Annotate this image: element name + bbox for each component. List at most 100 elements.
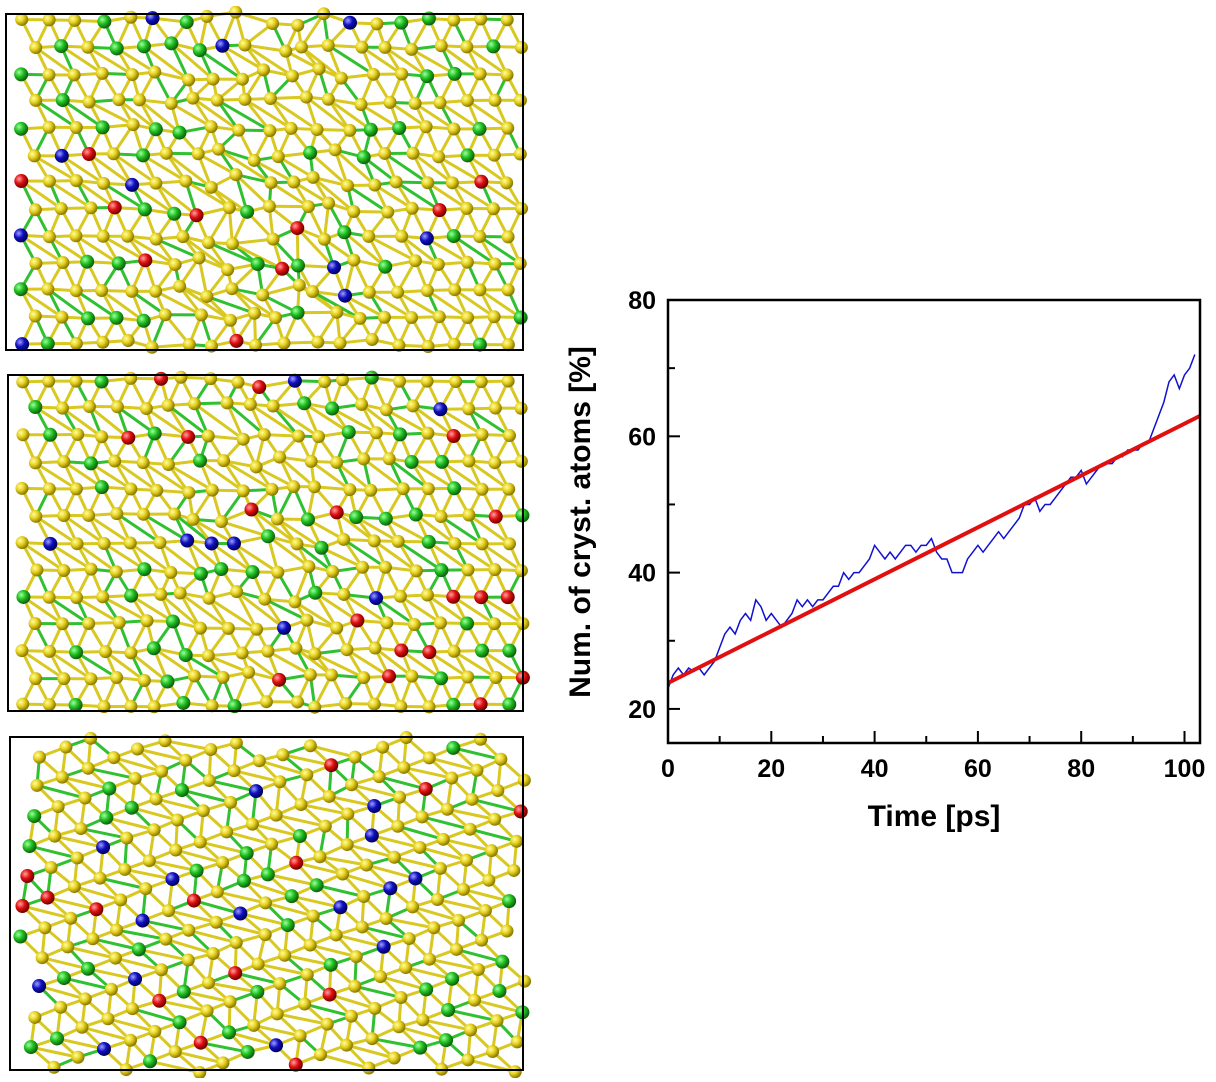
atom: [462, 454, 476, 468]
bond: [366, 863, 416, 880]
atom: [475, 427, 489, 441]
atom: [434, 454, 449, 469]
atom: [227, 699, 242, 714]
x-tick-label: 60: [964, 755, 992, 783]
atom: [317, 232, 331, 246]
atom: [186, 91, 200, 105]
bond: [62, 514, 105, 545]
atom: [449, 942, 463, 956]
atom: [173, 586, 187, 600]
atom: [474, 174, 489, 189]
atom: [513, 147, 527, 161]
atom: [287, 175, 301, 189]
atom: [495, 954, 510, 969]
atom: [300, 613, 314, 627]
bond: [232, 237, 274, 246]
atom: [393, 790, 407, 804]
bond: [130, 290, 167, 316]
bond: [48, 650, 92, 681]
bond: [170, 102, 212, 128]
atom: [205, 699, 219, 713]
atom: [186, 512, 200, 526]
atom: [261, 644, 275, 658]
atom: [82, 508, 96, 522]
atom: [433, 96, 447, 110]
atom: [488, 456, 502, 470]
atom: [42, 230, 56, 244]
atom: [460, 853, 474, 867]
bond: [244, 98, 292, 130]
bond: [152, 647, 196, 678]
bond: [159, 593, 202, 630]
atom: [221, 621, 235, 635]
bond: [22, 595, 64, 625]
atom: [84, 731, 98, 745]
atom: [149, 232, 163, 246]
bond: [34, 405, 79, 436]
atom: [168, 1045, 182, 1059]
atom: [120, 831, 134, 845]
atom: [71, 1050, 85, 1064]
atom: [193, 835, 207, 849]
bond: [429, 957, 479, 971]
atom: [287, 373, 302, 388]
atom: [29, 509, 43, 523]
atom: [502, 894, 517, 909]
bond: [167, 404, 210, 438]
atom: [500, 176, 514, 190]
bond: [300, 12, 326, 48]
atom: [109, 310, 124, 325]
atom: [97, 700, 111, 714]
atom: [182, 923, 196, 937]
atom: [475, 537, 489, 551]
atom: [257, 63, 271, 77]
atom: [311, 335, 325, 349]
atom: [42, 120, 56, 134]
atom: [176, 984, 191, 999]
bond: [174, 1050, 224, 1065]
atom: [276, 748, 290, 762]
atom: [355, 397, 369, 411]
bond: [294, 647, 333, 677]
atom: [348, 979, 362, 993]
atom: [301, 200, 315, 214]
bond: [427, 540, 469, 572]
atom: [284, 121, 298, 135]
bond: [361, 45, 403, 76]
bond: [400, 649, 442, 680]
bond: [412, 404, 455, 438]
bond: [167, 463, 213, 492]
atom: [84, 672, 98, 686]
atom: [478, 903, 492, 917]
atom: [158, 308, 172, 322]
bond: [80, 827, 128, 840]
atom: [136, 456, 150, 470]
bond: [67, 945, 116, 960]
atom: [192, 251, 206, 265]
atom: [280, 918, 295, 933]
atom: [214, 515, 228, 529]
atom: [69, 284, 83, 298]
bond: [300, 803, 349, 816]
atom: [174, 783, 189, 798]
atom: [394, 699, 408, 713]
atom: [95, 120, 110, 135]
atom: [344, 1009, 358, 1023]
atom: [50, 1031, 65, 1046]
bond: [193, 899, 241, 915]
atom: [55, 310, 69, 324]
bond: [143, 45, 190, 82]
atom: [137, 674, 151, 688]
atom: [95, 430, 109, 444]
bond: [104, 650, 146, 682]
atom: [42, 590, 56, 604]
bond: [215, 920, 266, 937]
atom: [501, 121, 515, 135]
atom: [365, 1032, 379, 1046]
atom: [204, 536, 219, 551]
atom: [109, 41, 124, 56]
bond: [440, 44, 481, 76]
atom: [345, 778, 359, 792]
atom: [23, 1040, 38, 1055]
bond: [142, 154, 187, 183]
